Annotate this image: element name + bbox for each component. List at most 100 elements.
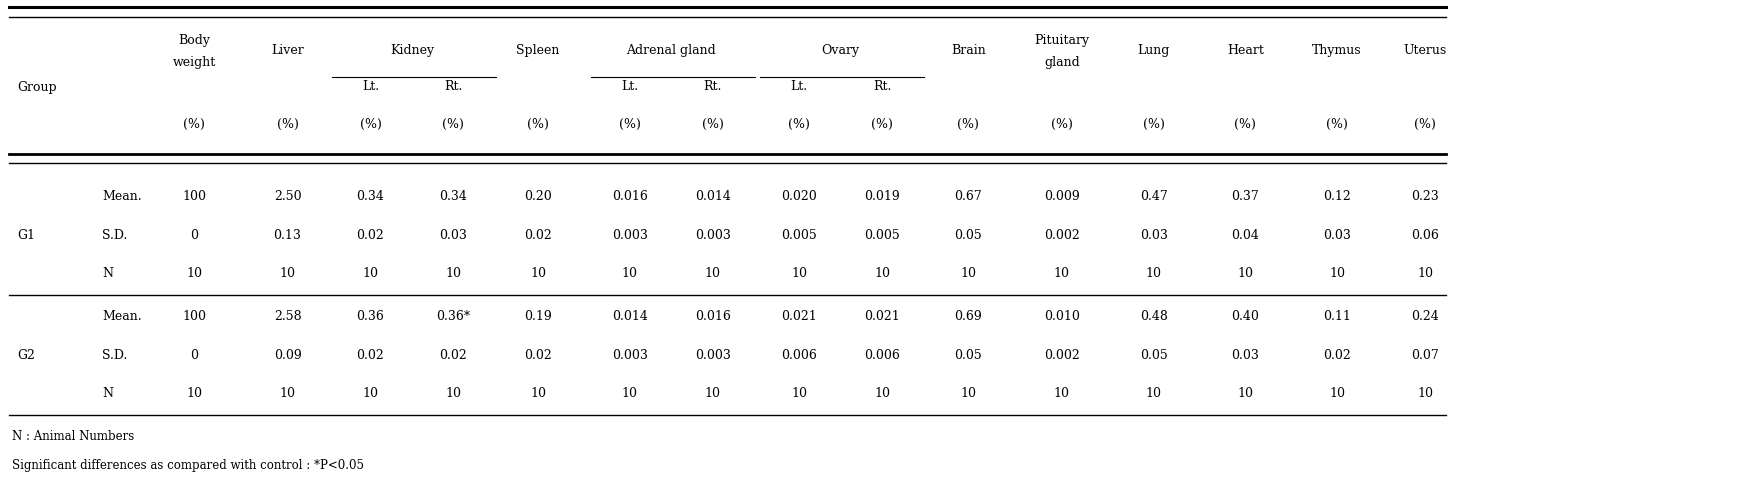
Text: 0.07: 0.07 [1411, 348, 1439, 362]
Text: 0.003: 0.003 [612, 348, 647, 362]
Text: Mean.: Mean. [102, 190, 141, 204]
Text: 0.003: 0.003 [695, 228, 730, 242]
Text: (%): (%) [277, 118, 298, 132]
Text: 0.002: 0.002 [1044, 348, 1080, 362]
Text: (%): (%) [443, 118, 464, 132]
Text: (%): (%) [183, 118, 205, 132]
Text: 0.021: 0.021 [781, 310, 817, 324]
Text: Uterus: Uterus [1404, 44, 1446, 57]
Text: 0.021: 0.021 [864, 310, 900, 324]
Text: 0.05: 0.05 [1140, 348, 1168, 362]
Text: 10: 10 [621, 387, 639, 400]
Text: 0.04: 0.04 [1231, 228, 1259, 242]
Text: 100: 100 [182, 310, 206, 324]
Text: 0.02: 0.02 [1323, 348, 1351, 362]
Text: 0.11: 0.11 [1323, 310, 1351, 324]
Text: weight: weight [173, 56, 215, 69]
Text: 0.47: 0.47 [1140, 190, 1168, 204]
Text: Adrenal gland: Adrenal gland [626, 44, 716, 57]
Text: 2.58: 2.58 [273, 310, 302, 324]
Text: Significant differences as compared with control : *P<0.05: Significant differences as compared with… [12, 459, 365, 472]
Text: 0.12: 0.12 [1323, 190, 1351, 204]
Text: Heart: Heart [1228, 44, 1263, 57]
Text: 100: 100 [182, 190, 206, 204]
Text: 0.05: 0.05 [954, 228, 983, 242]
Text: 10: 10 [1328, 267, 1346, 280]
Text: 0.34: 0.34 [439, 190, 467, 204]
Text: 0: 0 [191, 228, 198, 242]
Text: (%): (%) [1235, 118, 1256, 132]
Text: Rt.: Rt. [445, 80, 462, 93]
Text: (%): (%) [1143, 118, 1164, 132]
Text: Pituitary: Pituitary [1034, 34, 1090, 48]
Text: 10: 10 [704, 267, 721, 280]
Text: 10: 10 [1416, 267, 1434, 280]
Text: 10: 10 [621, 267, 639, 280]
Text: (%): (%) [789, 118, 810, 132]
Text: 0.24: 0.24 [1411, 310, 1439, 324]
Text: 10: 10 [1145, 387, 1162, 400]
Text: Kidney: Kidney [390, 44, 434, 57]
Text: 0.003: 0.003 [695, 348, 730, 362]
Text: 10: 10 [873, 267, 891, 280]
Text: 10: 10 [445, 387, 462, 400]
Text: Group: Group [18, 81, 56, 94]
Text: 0.003: 0.003 [612, 228, 647, 242]
Text: 10: 10 [445, 267, 462, 280]
Text: 0.20: 0.20 [524, 190, 552, 204]
Text: 10: 10 [279, 387, 296, 400]
Text: 0.014: 0.014 [695, 190, 730, 204]
Text: 10: 10 [960, 387, 977, 400]
Text: Rt.: Rt. [704, 80, 721, 93]
Text: 0.09: 0.09 [273, 348, 302, 362]
Text: Lung: Lung [1138, 44, 1170, 57]
Text: 0.36: 0.36 [356, 310, 385, 324]
Text: 0.69: 0.69 [954, 310, 983, 324]
Text: (%): (%) [871, 118, 893, 132]
Text: 10: 10 [362, 267, 379, 280]
Text: Mean.: Mean. [102, 310, 141, 324]
Text: 10: 10 [362, 387, 379, 400]
Text: 0.02: 0.02 [356, 228, 385, 242]
Text: 10: 10 [279, 267, 296, 280]
Text: 0.010: 0.010 [1044, 310, 1080, 324]
Text: 0.02: 0.02 [356, 348, 385, 362]
Text: 10: 10 [1053, 387, 1071, 400]
Text: 0.03: 0.03 [1140, 228, 1168, 242]
Text: G1: G1 [18, 228, 35, 242]
Text: Thymus: Thymus [1312, 44, 1362, 57]
Text: (%): (%) [1051, 118, 1073, 132]
Text: gland: gland [1044, 56, 1080, 69]
Text: S.D.: S.D. [102, 228, 127, 242]
Text: 10: 10 [704, 387, 721, 400]
Text: Body: Body [178, 34, 210, 48]
Text: 0.48: 0.48 [1140, 310, 1168, 324]
Text: 10: 10 [1416, 387, 1434, 400]
Text: 0.34: 0.34 [356, 190, 385, 204]
Text: (%): (%) [958, 118, 979, 132]
Text: 0.40: 0.40 [1231, 310, 1259, 324]
Text: 0.002: 0.002 [1044, 228, 1080, 242]
Text: 10: 10 [873, 387, 891, 400]
Text: N: N [102, 267, 113, 280]
Text: 10: 10 [529, 387, 547, 400]
Text: Lt.: Lt. [790, 80, 808, 93]
Text: 0.016: 0.016 [695, 310, 730, 324]
Text: 0.23: 0.23 [1411, 190, 1439, 204]
Text: 0.014: 0.014 [612, 310, 647, 324]
Text: 0.006: 0.006 [781, 348, 817, 362]
Text: 0.03: 0.03 [439, 228, 467, 242]
Text: 10: 10 [185, 387, 203, 400]
Text: 0.05: 0.05 [954, 348, 983, 362]
Text: N: N [102, 387, 113, 400]
Text: 10: 10 [960, 267, 977, 280]
Text: 10: 10 [1237, 387, 1254, 400]
Text: Spleen: Spleen [517, 44, 559, 57]
Text: (%): (%) [1327, 118, 1348, 132]
Text: (%): (%) [702, 118, 723, 132]
Text: Lt.: Lt. [362, 80, 379, 93]
Text: 0.02: 0.02 [439, 348, 467, 362]
Text: Liver: Liver [272, 44, 303, 57]
Text: 0.19: 0.19 [524, 310, 552, 324]
Text: S.D.: S.D. [102, 348, 127, 362]
